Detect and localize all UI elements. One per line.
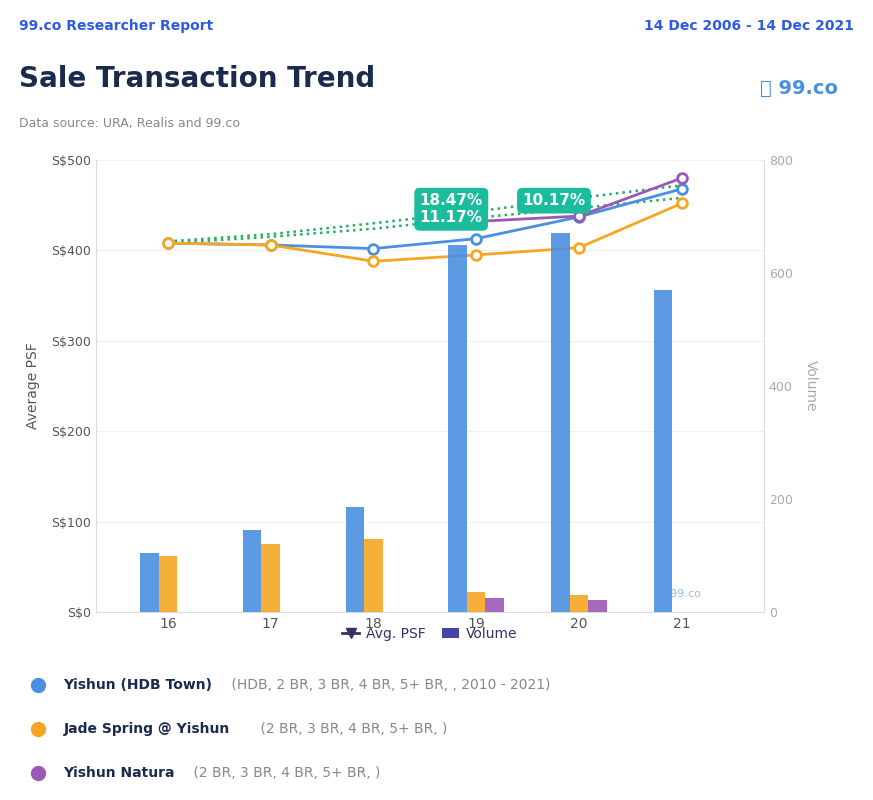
- Legend: Avg. PSF, Volume: Avg. PSF, Volume: [337, 622, 523, 646]
- Text: 10.17%: 10.17%: [522, 193, 586, 208]
- Bar: [551, 234, 570, 612]
- Text: 99.co Researcher Report: 99.co Researcher Report: [19, 19, 214, 33]
- Text: Yishun Natura: Yishun Natura: [64, 766, 175, 780]
- Bar: [449, 245, 467, 612]
- Bar: [654, 290, 672, 612]
- Text: (HDB, 2 BR, 3 BR, 4 BR, 5+ BR, , 2010 - 2021): (HDB, 2 BR, 3 BR, 4 BR, 5+ BR, , 2010 - …: [227, 678, 551, 691]
- Text: ⓘ 99.co: ⓘ 99.co: [760, 79, 838, 98]
- Text: Jade Spring @ Yishun: Jade Spring @ Yishun: [64, 722, 230, 736]
- Bar: [243, 530, 261, 612]
- Text: Data source: URA, Realis and 99.co: Data source: URA, Realis and 99.co: [19, 118, 240, 130]
- Bar: [346, 507, 364, 612]
- Bar: [485, 598, 504, 612]
- Bar: [364, 538, 382, 612]
- Bar: [570, 595, 588, 612]
- Text: 18.47%: 18.47%: [420, 193, 483, 208]
- Text: Sale Transaction Trend: Sale Transaction Trend: [19, 65, 375, 93]
- Text: Yishun (HDB Town): Yishun (HDB Town): [64, 678, 212, 691]
- Text: (2 BR, 3 BR, 4 BR, 5+ BR, ): (2 BR, 3 BR, 4 BR, 5+ BR, ): [189, 766, 381, 780]
- Y-axis label: Volume: Volume: [804, 360, 818, 412]
- Text: 11.17%: 11.17%: [420, 210, 483, 226]
- Text: 14 Dec 2006 - 14 Dec 2021: 14 Dec 2006 - 14 Dec 2021: [643, 19, 854, 33]
- Y-axis label: Average PSF: Average PSF: [26, 342, 40, 430]
- Bar: [141, 553, 159, 612]
- Bar: [261, 544, 280, 612]
- Bar: [588, 599, 607, 612]
- Bar: [159, 555, 177, 612]
- Text: ⓘ 99.co: ⓘ 99.co: [660, 589, 701, 598]
- Bar: [467, 592, 485, 612]
- Text: (2 BR, 3 BR, 4 BR, 5+ BR, ): (2 BR, 3 BR, 4 BR, 5+ BR, ): [257, 722, 448, 736]
